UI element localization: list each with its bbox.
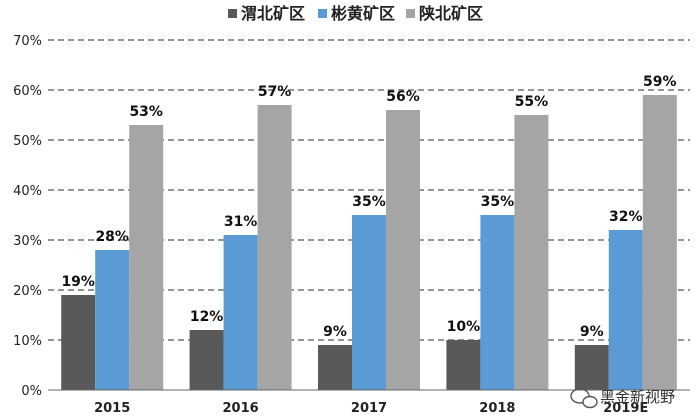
y-tick-label: 60% — [13, 84, 42, 99]
data-label: 35% — [352, 194, 386, 210]
legend: 渭北矿区 彬黄矿区 陕北矿区 — [228, 4, 483, 23]
bar — [574, 345, 609, 390]
legend-swatch — [318, 9, 327, 18]
bar — [95, 250, 130, 390]
y-tick-label: 10% — [13, 334, 42, 349]
x-tick-label: 2019E — [603, 401, 648, 416]
data-label: 9% — [323, 324, 347, 340]
y-tick-label: 70% — [13, 34, 42, 49]
bar — [257, 105, 292, 390]
y-tick-label: 20% — [13, 284, 42, 299]
bar — [189, 330, 224, 390]
bar — [318, 345, 352, 390]
x-tick-label: 2018 — [479, 401, 515, 416]
data-label: 35% — [481, 194, 515, 210]
data-label: 57% — [258, 84, 292, 100]
x-tick-label: 2017 — [351, 401, 387, 416]
data-label: 31% — [224, 214, 258, 230]
data-labels: 19% 12% 9% 10% 9% 28% 31% 35% 35% 32% 53% 57% 56% 55%… — [61, 74, 676, 340]
bar — [514, 115, 549, 390]
y-tick-label: 40% — [13, 184, 42, 199]
data-label: 12% — [190, 309, 224, 325]
bar — [446, 340, 481, 390]
data-label: 19% — [61, 274, 95, 290]
wechat-icon — [570, 388, 598, 409]
y-axis: 0% 10% 20% 30% 40% 50% 60% 70% — [13, 34, 42, 399]
data-label: 10% — [447, 319, 481, 335]
legend-label: 渭北矿区 — [241, 4, 305, 23]
watermark: 黑金新视野 — [570, 388, 675, 409]
bar — [480, 215, 515, 390]
y-tick-label: 50% — [13, 134, 42, 149]
bar — [608, 230, 643, 390]
data-label: 55% — [515, 94, 549, 110]
y-tick-label: 0% — [21, 384, 42, 399]
data-label: 28% — [95, 229, 129, 245]
bar — [642, 95, 677, 390]
data-label: 32% — [609, 209, 643, 225]
data-label: 56% — [386, 89, 420, 105]
legend-entry: 彬黄矿区 — [318, 4, 395, 23]
legend-swatch — [406, 9, 415, 18]
bar — [129, 125, 164, 390]
x-tick-label: 2016 — [223, 401, 259, 416]
watermark-text: 黑金新视野 — [600, 388, 675, 406]
bar — [386, 110, 420, 390]
data-label: 9% — [580, 324, 604, 340]
legend-label: 彬黄矿区 — [331, 4, 395, 23]
data-label: 53% — [129, 104, 163, 120]
x-tick-label: 2015 — [94, 401, 130, 416]
bar — [352, 215, 386, 390]
legend-label: 陕北矿区 — [419, 4, 483, 23]
data-label: 59% — [643, 74, 677, 90]
legend-swatch — [228, 9, 237, 18]
bar — [223, 235, 258, 390]
y-tick-label: 30% — [13, 234, 42, 249]
bar — [61, 295, 96, 390]
legend-entry: 渭北矿区 — [228, 4, 305, 23]
bars — [61, 95, 677, 390]
legend-entry: 陕北矿区 — [406, 4, 483, 23]
